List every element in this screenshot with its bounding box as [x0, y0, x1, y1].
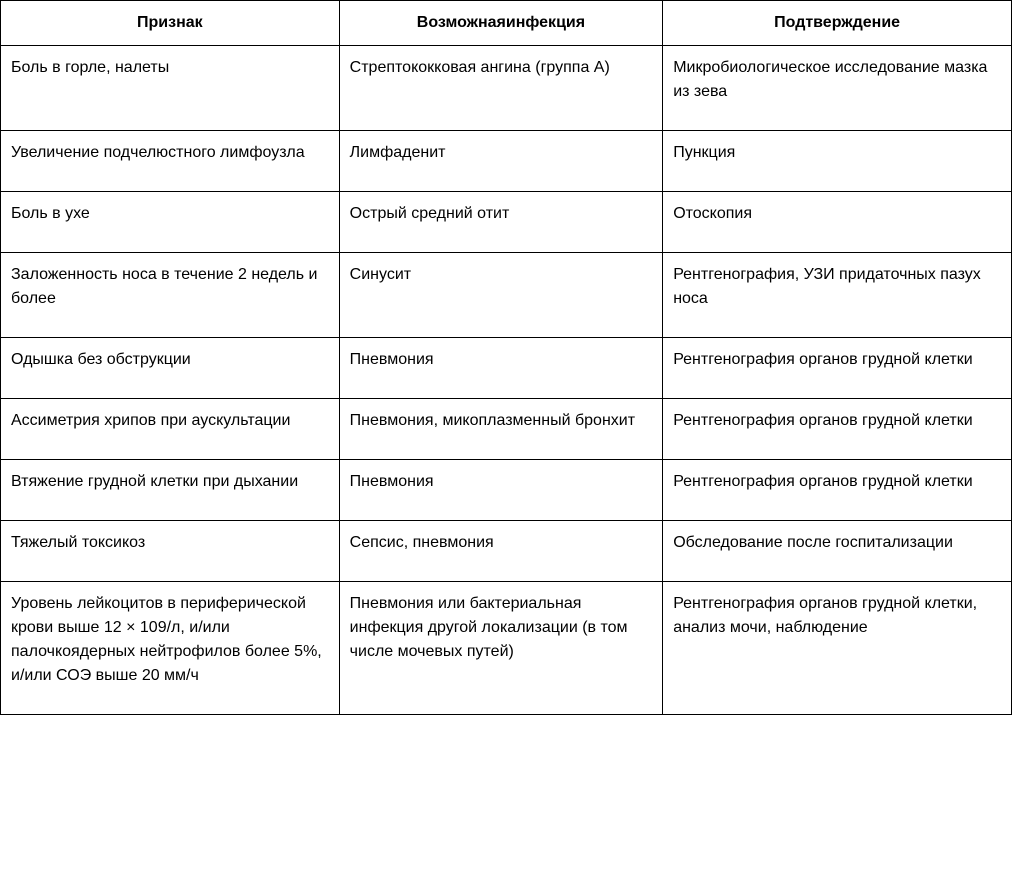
cell-sign: Тяжелый токсикоз: [1, 521, 340, 582]
cell-confirmation: Микробиологическое исследова­ние мазка и…: [663, 46, 1012, 131]
cell-infection: Стрептококковая ангина (группа А): [339, 46, 663, 131]
table-row: Заложенность носа в течение 2 недель и б…: [1, 253, 1012, 338]
cell-sign: Заложенность носа в течение 2 недель и б…: [1, 253, 340, 338]
cell-sign: Боль в ухе: [1, 192, 340, 253]
cell-confirmation: Рентгенография органов грудной клетки: [663, 399, 1012, 460]
table-header: Признак Возможнаяинфекция Подтверждение: [1, 1, 1012, 46]
cell-confirmation: Рентгенография органов грудной клетки: [663, 338, 1012, 399]
table-row: Втяжение грудной клетки при дыхании Пнев…: [1, 460, 1012, 521]
table-row: Увеличение подчелюстного ли­мфоузла Лимф…: [1, 131, 1012, 192]
table-row: Ассиметрия хрипов при аускуль­тации Пнев…: [1, 399, 1012, 460]
table-row: Боль в ухе Острый средний отит Отоскопия: [1, 192, 1012, 253]
cell-confirmation: Пункция: [663, 131, 1012, 192]
table-row: Боль в горле, налеты Стрептококковая анг…: [1, 46, 1012, 131]
cell-sign: Ассиметрия хрипов при аускуль­тации: [1, 399, 340, 460]
cell-confirmation: Отоскопия: [663, 192, 1012, 253]
cell-sign: Уровень лейкоцитов в перифе­рической кро…: [1, 582, 340, 715]
cell-infection: Синусит: [339, 253, 663, 338]
table-row: Одышка без обструкции Пневмония Рентгено…: [1, 338, 1012, 399]
cell-infection: Пневмония, микоплазменный бронхит: [339, 399, 663, 460]
cell-sign: Боль в горле, налеты: [1, 46, 340, 131]
header-row: Признак Возможнаяинфекция Подтверждение: [1, 1, 1012, 46]
cell-confirmation: Рентгенография органов грудной клетки, а…: [663, 582, 1012, 715]
cell-infection: Лимфаденит: [339, 131, 663, 192]
header-sign: Признак: [1, 1, 340, 46]
cell-sign: Втяжение грудной клетки при дыхании: [1, 460, 340, 521]
table-row: Тяжелый токсикоз Сепсис, пневмония Обсле…: [1, 521, 1012, 582]
table-body: Боль в горле, налеты Стрептококковая анг…: [1, 46, 1012, 715]
cell-confirmation: Рентгенография, УЗИ придаточ­ных пазух н…: [663, 253, 1012, 338]
cell-sign: Увеличение подчелюстного ли­мфоузла: [1, 131, 340, 192]
cell-sign: Одышка без обструкции: [1, 338, 340, 399]
cell-infection: Сепсис, пневмония: [339, 521, 663, 582]
cell-infection: Пневмония: [339, 460, 663, 521]
diagnostic-table: Признак Возможнаяинфекция Подтверждение …: [0, 0, 1012, 715]
cell-infection: Пневмония или бактериальная инфекция дру…: [339, 582, 663, 715]
table-row: Уровень лейкоцитов в перифе­рической кро…: [1, 582, 1012, 715]
header-infection: Возможнаяинфекция: [339, 1, 663, 46]
cell-confirmation: Обследование после госпитализа­ции: [663, 521, 1012, 582]
cell-confirmation: Рентгенография органов грудной клетки: [663, 460, 1012, 521]
header-confirmation: Подтверждение: [663, 1, 1012, 46]
cell-infection: Пневмония: [339, 338, 663, 399]
cell-infection: Острый средний отит: [339, 192, 663, 253]
